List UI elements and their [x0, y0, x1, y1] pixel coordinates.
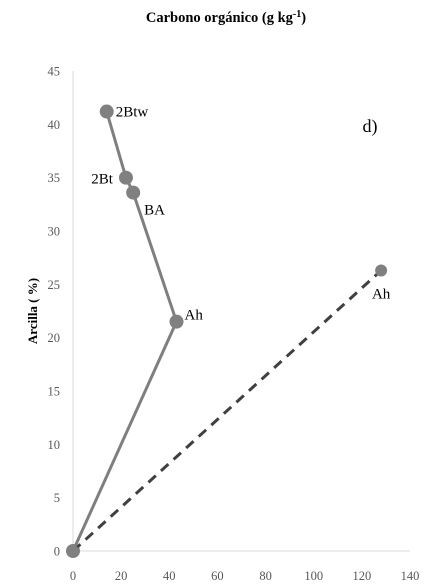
data-point [118, 170, 133, 185]
y-tick-label: 35 [48, 171, 61, 185]
chart-title: Carbono orgánico (g kg-1) [146, 9, 306, 26]
data-point [375, 264, 388, 277]
x-tick-label: 40 [163, 569, 176, 583]
y-tick-label: 25 [48, 278, 61, 292]
y-tick-label: 20 [48, 331, 61, 345]
y-tick-labels: 0 5 10 15 20 25 30 35 40 45 [48, 65, 61, 559]
point-label: Ah [372, 286, 391, 302]
data-point [99, 104, 114, 119]
chart-title-close: ) [301, 10, 306, 26]
y-tick-label: 0 [54, 545, 60, 559]
y-tick-label: 30 [48, 225, 61, 239]
panel-label: d) [363, 116, 378, 137]
chart-title-main: Carbono orgánico (g kg [146, 10, 294, 26]
y-axis-label: Arcilla ( %) [25, 278, 40, 344]
point-labels: Ah BA 2Bt 2Btw Ah [91, 105, 391, 324]
y-tick-label: 45 [48, 65, 61, 79]
y-tick-label: 15 [48, 385, 61, 399]
series-layer [66, 104, 388, 558]
x-tick-labels: 0 20 40 60 80 100 120 140 [70, 569, 420, 583]
point-label: 2Bt [91, 172, 114, 188]
x-tick-label: 20 [115, 569, 128, 583]
y-tick-label: 40 [48, 118, 61, 132]
chart-title-superscript: -1 [293, 9, 301, 20]
data-point [169, 314, 184, 329]
point-label: 2Btw [116, 105, 149, 121]
x-tick-label: 60 [211, 569, 224, 583]
x-tick-label: 80 [259, 569, 272, 583]
x-tick-label: 140 [401, 569, 420, 583]
series-line-dashed [71, 269, 383, 553]
x-tick-label: 120 [352, 569, 371, 583]
point-label: Ah [185, 308, 204, 324]
y-tick-label: 5 [54, 491, 60, 505]
data-point [126, 185, 141, 200]
data-point [67, 545, 79, 557]
x-tick-label: 100 [304, 569, 323, 583]
x-tick-label: 0 [70, 569, 76, 583]
y-tick-label: 10 [48, 438, 61, 452]
point-label: BA [144, 203, 165, 219]
